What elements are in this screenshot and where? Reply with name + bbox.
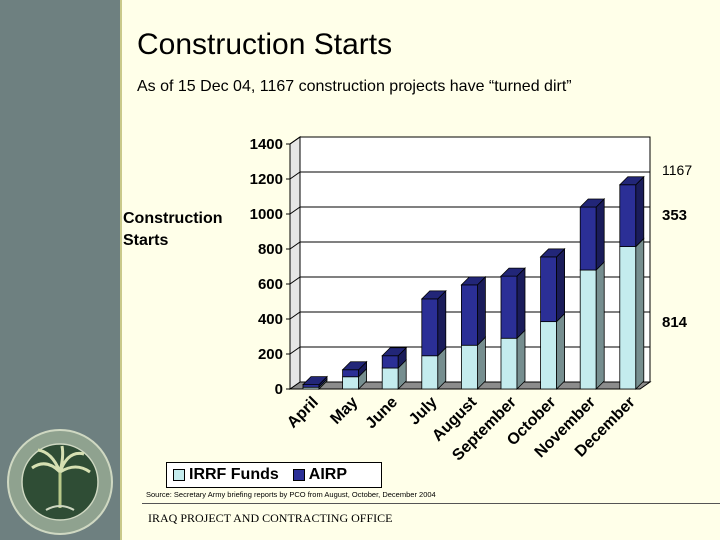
- y-tick-label: 1400: [250, 136, 283, 153]
- bar-top-november: [579, 198, 606, 208]
- bar-airp-december: [619, 184, 637, 247]
- y-axis-label: Construction Starts: [123, 208, 223, 252]
- bar-airp-june: [381, 355, 399, 369]
- gridline-side: [289, 311, 301, 320]
- bar-top-december: [618, 176, 645, 186]
- bar-irrf-may: [342, 376, 360, 390]
- x-tick-label-may: May: [327, 394, 361, 428]
- y-tick-label: 400: [258, 311, 283, 328]
- bar-side-irrf-august: [476, 336, 486, 390]
- y-tick-label: 0: [275, 381, 283, 398]
- chart-legend: IRRF Funds AIRP: [166, 462, 382, 488]
- bar-top-september: [500, 267, 526, 277]
- bar-top-june: [381, 347, 408, 357]
- legend-swatch-irrf: [173, 469, 185, 481]
- bar-side-irrf-september: [516, 329, 526, 390]
- plot-side-wall: [289, 136, 301, 390]
- bar-airp-november: [579, 206, 597, 271]
- bar-side-airp-august: [476, 275, 486, 347]
- slide-subtitle: As of 15 Dec 04, 1167 construction proje…: [137, 78, 572, 95]
- x-tick-label-july: July: [406, 394, 441, 429]
- bar-side-irrf-november: [595, 261, 605, 390]
- bar-irrf-october: [540, 321, 557, 390]
- y-tick-label: 200: [258, 346, 283, 363]
- bar-top-august: [460, 276, 487, 286]
- y-axis-label-line-1: Construction: [123, 210, 223, 227]
- bar-top-july: [420, 290, 447, 300]
- legend-swatch-airp: [292, 469, 305, 481]
- irrf-annotation: 814: [662, 314, 688, 331]
- gridline-side: [289, 346, 301, 355]
- airp-annotation: 353: [662, 207, 688, 224]
- legend-item-airp: AIRP: [292, 466, 347, 484]
- bar-irrf-june: [381, 367, 399, 390]
- bar-top-october: [539, 248, 566, 258]
- gridline-side: [289, 171, 301, 180]
- bar-airp-july: [421, 298, 439, 357]
- y-tick-label: 1000: [250, 206, 283, 223]
- total-annotation: 1167: [662, 162, 693, 178]
- bar-irrf-august: [460, 344, 478, 390]
- bar-airp-may: [342, 369, 360, 378]
- y-axis-label-line-2: Starts: [123, 232, 169, 249]
- gridline-side: [289, 241, 301, 250]
- x-tick-label-april: April: [284, 394, 322, 432]
- bar-side-airp-november: [595, 198, 605, 271]
- bar-top-april: [302, 376, 328, 386]
- footer-text: IRAQ PROJECT AND CONTRACTING OFFICE: [148, 511, 393, 525]
- x-tick-label-june: June: [363, 394, 401, 432]
- legend-item-irrf: IRRF Funds: [173, 466, 279, 484]
- y-tick-label: 800: [258, 241, 283, 258]
- bar-side-irrf-october: [556, 312, 565, 390]
- legend-label-irrf: IRRF Funds: [189, 466, 279, 483]
- gridline-side: [289, 276, 301, 285]
- y-tick-label: 600: [258, 276, 283, 293]
- bar-irrf-december: [619, 246, 637, 390]
- bar-airp-october: [540, 256, 557, 323]
- sidebar-divider: [120, 0, 122, 540]
- bar-irrf-september: [500, 337, 518, 390]
- bar-side-airp-october: [556, 247, 565, 323]
- bar-side-airp-july: [437, 289, 447, 357]
- footer-divider: [142, 503, 720, 504]
- y-tick-label: 1200: [250, 171, 283, 188]
- bar-side-airp-december: [635, 175, 645, 248]
- bar-side-airp-september: [516, 267, 526, 340]
- source-note: Source: Secretary Army briefing reports …: [146, 490, 436, 499]
- bar-side-irrf-december: [635, 237, 645, 390]
- bar-airp-september: [500, 275, 518, 339]
- slide-title: Construction Starts: [137, 28, 393, 61]
- ipco-seal-logo: [7, 429, 113, 535]
- gridline-side: [289, 136, 301, 145]
- legend-label-airp: AIRP: [308, 466, 347, 483]
- bar-top-may: [341, 361, 368, 371]
- bar-irrf-july: [421, 355, 439, 390]
- bar-airp-august: [460, 284, 478, 346]
- gridline-side: [289, 206, 301, 215]
- bar-irrf-november: [579, 269, 597, 390]
